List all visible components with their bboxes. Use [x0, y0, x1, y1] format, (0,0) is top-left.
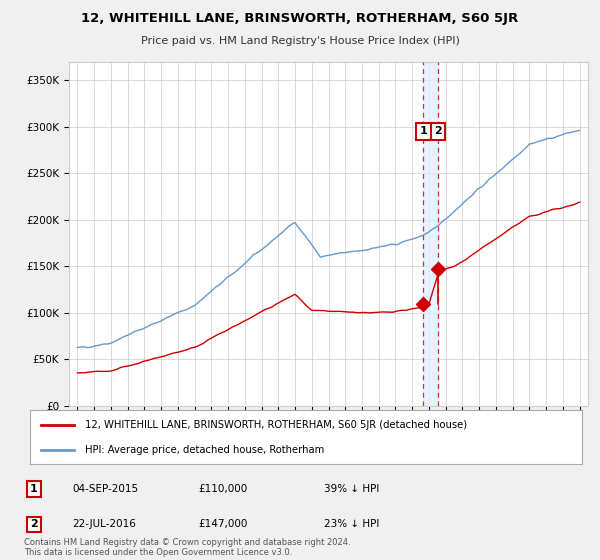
Text: Price paid vs. HM Land Registry's House Price Index (HPI): Price paid vs. HM Land Registry's House …	[140, 36, 460, 46]
Text: 2: 2	[30, 520, 38, 529]
Bar	[424, 62, 438, 406]
Text: HPI: Average price, detached house, Rotherham: HPI: Average price, detached house, Roth…	[85, 445, 325, 455]
Text: 12, WHITEHILL LANE, BRINSWORTH, ROTHERHAM, S60 5JR (detached house): 12, WHITEHILL LANE, BRINSWORTH, ROTHERHA…	[85, 421, 467, 431]
Text: 1: 1	[30, 484, 38, 494]
Text: Contains HM Land Registry data © Crown copyright and database right 2024.
This d: Contains HM Land Registry data © Crown c…	[24, 538, 350, 557]
Text: 2: 2	[434, 127, 442, 137]
Text: 12, WHITEHILL LANE, BRINSWORTH, ROTHERHAM, S60 5JR: 12, WHITEHILL LANE, BRINSWORTH, ROTHERHA…	[82, 12, 518, 25]
Text: 1: 1	[419, 127, 427, 137]
Text: 23% ↓ HPI: 23% ↓ HPI	[324, 520, 379, 529]
Text: £110,000: £110,000	[198, 484, 247, 494]
Text: 39% ↓ HPI: 39% ↓ HPI	[324, 484, 379, 494]
Text: 22-JUL-2016: 22-JUL-2016	[72, 520, 136, 529]
Text: £147,000: £147,000	[198, 520, 247, 529]
Bar	[563, 62, 588, 406]
Text: 04-SEP-2015: 04-SEP-2015	[72, 484, 138, 494]
